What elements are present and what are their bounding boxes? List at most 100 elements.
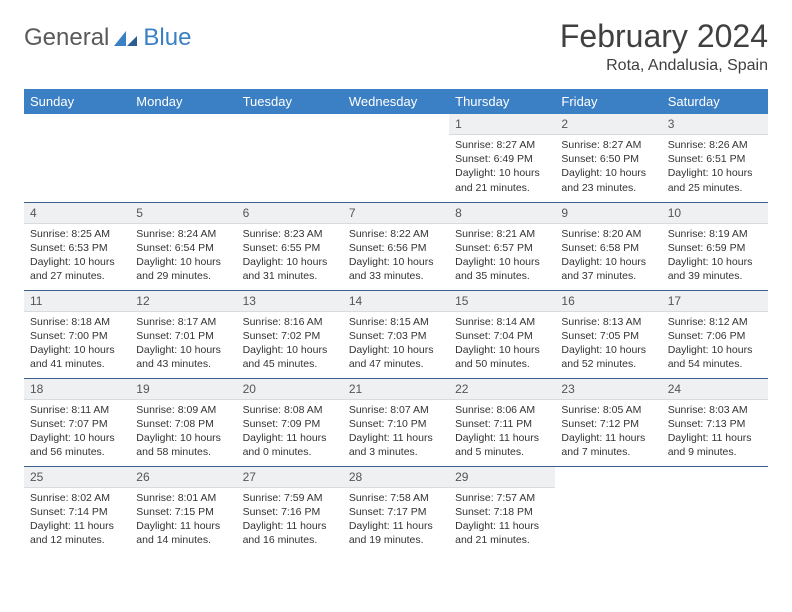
header: General Blue February 2024 Rota, Andalus… — [24, 18, 768, 75]
daylight-text: Daylight: 11 hours and 16 minutes. — [243, 519, 337, 547]
calendar-cell — [343, 114, 449, 202]
day-number: 18 — [24, 379, 130, 400]
sunset-text: Sunset: 7:07 PM — [30, 417, 124, 431]
day-number: 26 — [130, 467, 236, 488]
sunrise-text: Sunrise: 7:59 AM — [243, 491, 337, 505]
day-number: 10 — [662, 203, 768, 224]
sunrise-text: Sunrise: 8:27 AM — [455, 138, 549, 152]
calendar-table: Sunday Monday Tuesday Wednesday Thursday… — [24, 89, 768, 554]
sunset-text: Sunset: 7:00 PM — [30, 329, 124, 343]
day-number: 15 — [449, 291, 555, 312]
day-number: 23 — [555, 379, 661, 400]
sunrise-text: Sunrise: 8:25 AM — [30, 227, 124, 241]
sunrise-text: Sunrise: 8:17 AM — [136, 315, 230, 329]
sunset-text: Sunset: 6:49 PM — [455, 152, 549, 166]
sunset-text: Sunset: 6:59 PM — [668, 241, 762, 255]
calendar-cell: 15Sunrise: 8:14 AMSunset: 7:04 PMDayligh… — [449, 290, 555, 378]
day-body: Sunrise: 8:23 AMSunset: 6:55 PMDaylight:… — [237, 224, 343, 288]
sunrise-text: Sunrise: 8:14 AM — [455, 315, 549, 329]
day-body: Sunrise: 8:12 AMSunset: 7:06 PMDaylight:… — [662, 312, 768, 376]
sunrise-text: Sunrise: 8:22 AM — [349, 227, 443, 241]
calendar-cell: 22Sunrise: 8:06 AMSunset: 7:11 PMDayligh… — [449, 378, 555, 466]
calendar-cell — [555, 466, 661, 554]
day-number: 19 — [130, 379, 236, 400]
sunrise-text: Sunrise: 8:03 AM — [668, 403, 762, 417]
calendar-cell: 25Sunrise: 8:02 AMSunset: 7:14 PMDayligh… — [24, 466, 130, 554]
day-header: Thursday — [449, 89, 555, 114]
calendar-cell: 19Sunrise: 8:09 AMSunset: 7:08 PMDayligh… — [130, 378, 236, 466]
day-body: Sunrise: 8:09 AMSunset: 7:08 PMDaylight:… — [130, 400, 236, 464]
daylight-text: Daylight: 11 hours and 12 minutes. — [30, 519, 124, 547]
day-body: Sunrise: 8:22 AMSunset: 6:56 PMDaylight:… — [343, 224, 449, 288]
calendar-cell: 21Sunrise: 8:07 AMSunset: 7:10 PMDayligh… — [343, 378, 449, 466]
daylight-text: Daylight: 10 hours and 21 minutes. — [455, 166, 549, 194]
day-number: 11 — [24, 291, 130, 312]
day-number: 28 — [343, 467, 449, 488]
calendar-cell: 5Sunrise: 8:24 AMSunset: 6:54 PMDaylight… — [130, 202, 236, 290]
calendar-cell — [662, 466, 768, 554]
daylight-text: Daylight: 10 hours and 25 minutes. — [668, 166, 762, 194]
calendar-cell: 29Sunrise: 7:57 AMSunset: 7:18 PMDayligh… — [449, 466, 555, 554]
daylight-text: Daylight: 11 hours and 21 minutes. — [455, 519, 549, 547]
sunset-text: Sunset: 7:05 PM — [561, 329, 655, 343]
day-body: Sunrise: 7:57 AMSunset: 7:18 PMDaylight:… — [449, 488, 555, 552]
day-body: Sunrise: 8:01 AMSunset: 7:15 PMDaylight:… — [130, 488, 236, 552]
sunrise-text: Sunrise: 8:15 AM — [349, 315, 443, 329]
daylight-text: Daylight: 10 hours and 31 minutes. — [243, 255, 337, 283]
daylight-text: Daylight: 11 hours and 19 minutes. — [349, 519, 443, 547]
daylight-text: Daylight: 11 hours and 9 minutes. — [668, 431, 762, 459]
day-body: Sunrise: 8:13 AMSunset: 7:05 PMDaylight:… — [555, 312, 661, 376]
day-number: 1 — [449, 114, 555, 135]
sunset-text: Sunset: 7:15 PM — [136, 505, 230, 519]
day-number: 17 — [662, 291, 768, 312]
calendar-cell: 26Sunrise: 8:01 AMSunset: 7:15 PMDayligh… — [130, 466, 236, 554]
sunset-text: Sunset: 7:12 PM — [561, 417, 655, 431]
sunset-text: Sunset: 6:55 PM — [243, 241, 337, 255]
sunrise-text: Sunrise: 8:26 AM — [668, 138, 762, 152]
sunset-text: Sunset: 6:50 PM — [561, 152, 655, 166]
calendar-cell: 18Sunrise: 8:11 AMSunset: 7:07 PMDayligh… — [24, 378, 130, 466]
daylight-text: Daylight: 11 hours and 5 minutes. — [455, 431, 549, 459]
daylight-text: Daylight: 10 hours and 29 minutes. — [136, 255, 230, 283]
day-body: Sunrise: 8:16 AMSunset: 7:02 PMDaylight:… — [237, 312, 343, 376]
calendar-week-row: 25Sunrise: 8:02 AMSunset: 7:14 PMDayligh… — [24, 466, 768, 554]
daylight-text: Daylight: 10 hours and 56 minutes. — [30, 431, 124, 459]
day-number: 20 — [237, 379, 343, 400]
sunset-text: Sunset: 7:06 PM — [668, 329, 762, 343]
day-number: 14 — [343, 291, 449, 312]
sunrise-text: Sunrise: 8:13 AM — [561, 315, 655, 329]
sunrise-text: Sunrise: 8:05 AM — [561, 403, 655, 417]
day-body: Sunrise: 8:07 AMSunset: 7:10 PMDaylight:… — [343, 400, 449, 464]
sunrise-text: Sunrise: 7:57 AM — [455, 491, 549, 505]
day-number: 6 — [237, 203, 343, 224]
daylight-text: Daylight: 10 hours and 23 minutes. — [561, 166, 655, 194]
title-block: February 2024 Rota, Andalusia, Spain — [560, 18, 768, 75]
day-number: 7 — [343, 203, 449, 224]
calendar-cell — [24, 114, 130, 202]
location-text: Rota, Andalusia, Spain — [560, 57, 768, 75]
daylight-text: Daylight: 10 hours and 47 minutes. — [349, 343, 443, 371]
sunrise-text: Sunrise: 8:12 AM — [668, 315, 762, 329]
day-body: Sunrise: 8:18 AMSunset: 7:00 PMDaylight:… — [24, 312, 130, 376]
sunset-text: Sunset: 7:13 PM — [668, 417, 762, 431]
daylight-text: Daylight: 10 hours and 33 minutes. — [349, 255, 443, 283]
calendar-week-row: 18Sunrise: 8:11 AMSunset: 7:07 PMDayligh… — [24, 378, 768, 466]
daylight-text: Daylight: 10 hours and 37 minutes. — [561, 255, 655, 283]
day-body: Sunrise: 8:15 AMSunset: 7:03 PMDaylight:… — [343, 312, 449, 376]
day-number: 4 — [24, 203, 130, 224]
day-body: Sunrise: 8:27 AMSunset: 6:49 PMDaylight:… — [449, 135, 555, 199]
day-header: Saturday — [662, 89, 768, 114]
sunrise-text: Sunrise: 8:16 AM — [243, 315, 337, 329]
sunset-text: Sunset: 6:53 PM — [30, 241, 124, 255]
sunrise-text: Sunrise: 8:18 AM — [30, 315, 124, 329]
day-number: 8 — [449, 203, 555, 224]
day-body: Sunrise: 8:08 AMSunset: 7:09 PMDaylight:… — [237, 400, 343, 464]
calendar-cell: 27Sunrise: 7:59 AMSunset: 7:16 PMDayligh… — [237, 466, 343, 554]
day-body: Sunrise: 8:25 AMSunset: 6:53 PMDaylight:… — [24, 224, 130, 288]
sunrise-text: Sunrise: 8:01 AM — [136, 491, 230, 505]
daylight-text: Daylight: 10 hours and 54 minutes. — [668, 343, 762, 371]
daylight-text: Daylight: 11 hours and 7 minutes. — [561, 431, 655, 459]
calendar-cell: 28Sunrise: 7:58 AMSunset: 7:17 PMDayligh… — [343, 466, 449, 554]
calendar-cell: 23 Sunrise: 8:05 AMSunset: 7:12 PMDayligh… — [555, 378, 661, 466]
day-number: 3 — [662, 114, 768, 135]
